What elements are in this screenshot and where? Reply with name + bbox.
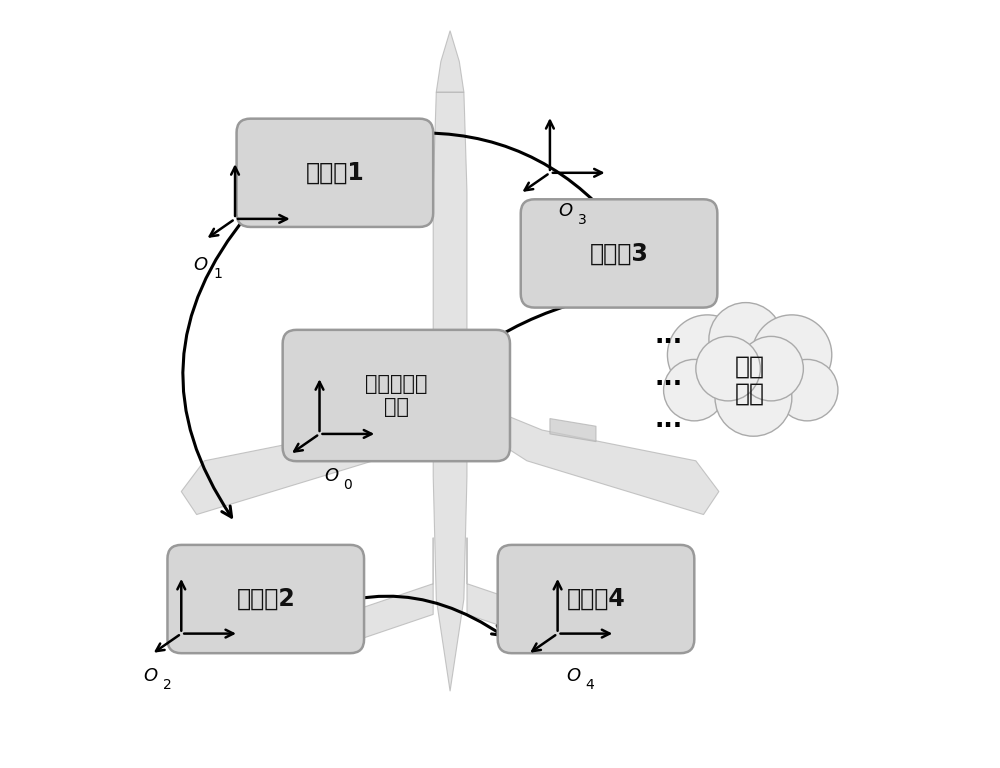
Polygon shape — [304, 419, 350, 442]
Polygon shape — [436, 31, 464, 92]
Text: 0: 0 — [344, 478, 352, 492]
Text: ···: ··· — [655, 414, 683, 439]
Polygon shape — [181, 338, 433, 515]
Text: 3: 3 — [578, 214, 587, 227]
Polygon shape — [433, 92, 467, 691]
Text: O: O — [193, 256, 208, 274]
Text: 1: 1 — [213, 267, 222, 281]
Polygon shape — [467, 338, 719, 515]
Text: O: O — [324, 467, 338, 485]
Text: O: O — [566, 667, 580, 685]
Text: 2: 2 — [163, 678, 172, 692]
Text: 子惯导3: 子惯导3 — [590, 241, 648, 266]
FancyBboxPatch shape — [167, 545, 364, 653]
Polygon shape — [327, 538, 433, 645]
Circle shape — [664, 359, 725, 421]
Circle shape — [715, 359, 792, 436]
FancyBboxPatch shape — [498, 545, 694, 653]
Circle shape — [667, 315, 747, 395]
Text: 参考主惯导
系统: 参考主惯导 系统 — [365, 374, 428, 417]
Text: O: O — [143, 667, 158, 685]
Circle shape — [776, 359, 838, 421]
Text: ···: ··· — [655, 372, 683, 396]
Polygon shape — [550, 419, 596, 442]
FancyBboxPatch shape — [521, 199, 717, 307]
Circle shape — [739, 336, 803, 401]
Text: 子惯导4: 子惯导4 — [567, 587, 625, 611]
Text: 子惯导1: 子惯导1 — [306, 161, 364, 185]
Text: 子惯导2: 子惯导2 — [236, 587, 295, 611]
Text: 惯性
网络: 惯性 网络 — [735, 354, 765, 406]
Polygon shape — [467, 538, 573, 645]
FancyBboxPatch shape — [237, 118, 433, 227]
Circle shape — [696, 336, 760, 401]
Text: ···: ··· — [655, 329, 683, 354]
Circle shape — [752, 315, 832, 395]
Text: O: O — [558, 202, 572, 220]
Text: 4: 4 — [585, 678, 594, 692]
Circle shape — [709, 303, 783, 376]
FancyBboxPatch shape — [283, 330, 510, 461]
